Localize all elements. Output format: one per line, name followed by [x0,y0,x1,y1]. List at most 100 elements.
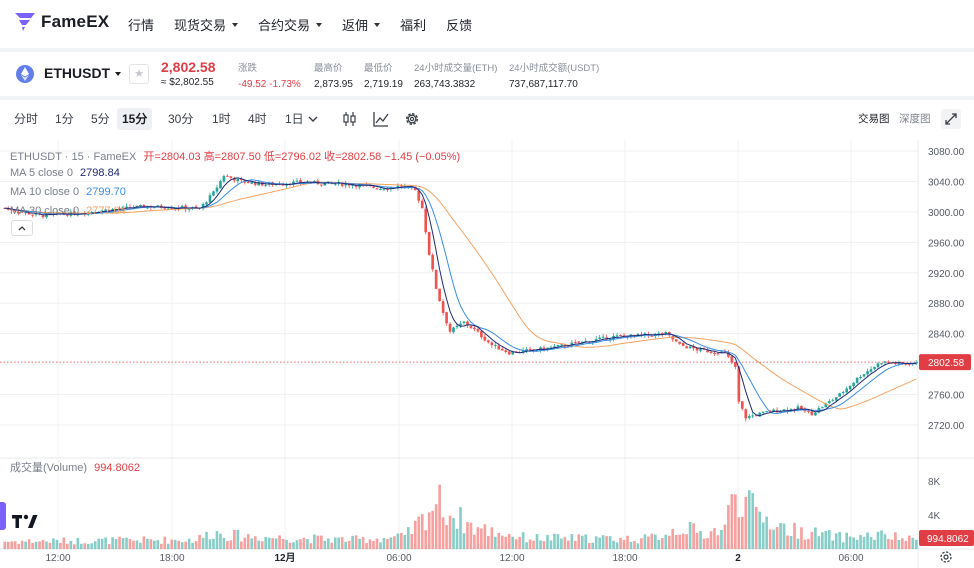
volume-bar [52,538,55,549]
volume-bar [420,514,424,549]
candle-body [636,333,640,336]
legend-ma30[interactable]: MA 30 close 0 2777.04 [10,205,126,217]
volume-bar [685,534,688,549]
volume-bar [570,534,574,549]
candle-body [142,204,146,208]
volume-bar [166,543,170,549]
volume-bar [372,541,375,549]
candle-body [226,175,229,177]
price-tick-label: 2760.00 [928,391,965,402]
volume-bar [587,543,591,549]
nav-item-2[interactable]: 合约交易 [258,15,323,34]
timeframe-2[interactable]: 5分 [91,112,110,126]
timeframe-7[interactable]: 1日 [285,112,304,126]
time-tick-label: 12:00 [499,553,524,564]
volume-bar [904,540,908,549]
volume-bar [93,541,97,549]
timeframe-5[interactable]: 1时 [212,112,231,126]
volume-bar [692,523,695,549]
volume-bar [323,540,327,549]
candle-body [448,323,452,332]
tab-depth-chart[interactable]: 深度图 [899,113,931,125]
timeframe-3[interactable]: 15分 [117,108,153,130]
legend-ma10[interactable]: MA 10 close 0 2799.70 [10,186,126,198]
favorite-star-icon[interactable]: ★ [129,64,149,84]
volume-bar [573,540,577,549]
candle-body [528,348,532,350]
candle-body [194,206,198,208]
ma30-line [4,181,917,410]
indicators-icon[interactable] [372,110,390,128]
volume-bar [706,538,709,549]
volume-bar [316,535,320,549]
volume-bar [156,540,160,549]
nav-item-0[interactable]: 行情 [128,15,154,34]
legend-volume[interactable]: 成交量(Volume) 994.8062 [10,459,140,475]
volume-bar [309,543,313,549]
legend-ma5[interactable]: MA 5 close 0 2798.84 [10,167,120,179]
candle-body [264,184,267,186]
volume-bar [260,541,264,549]
candle-body [577,341,581,343]
volume-bar [62,537,66,549]
gear-icon[interactable] [403,110,421,128]
volume-bar [532,540,535,549]
candle-body [834,397,838,401]
price-tick-label: 3040.00 [928,177,965,188]
volume-bar [400,532,403,549]
candle-body [619,335,622,337]
tradingview-logo-icon[interactable] [11,511,41,533]
volume-bar [379,542,382,549]
candle-body [570,342,574,347]
volume-bar [640,538,643,549]
candle-body [462,321,466,323]
candle-body [702,348,706,350]
symbol-selector[interactable]: ETHUSDT [44,65,122,81]
candle-body [487,340,490,343]
candle-body [413,186,417,190]
volume-bar [180,542,184,549]
candle-body [758,412,762,417]
timeframe-4[interactable]: 30分 [168,112,194,126]
stat-value: -49.52 -1.73% [238,79,301,90]
timeframe-1[interactable]: 1分 [55,112,74,126]
chevron-down-icon[interactable] [307,112,319,126]
fullscreen-button[interactable] [941,109,961,129]
candle-body [796,406,800,410]
side-panel-toggle[interactable] [0,502,6,530]
ma5-line [4,177,917,417]
nav-item-1[interactable]: 现货交易 [174,15,239,34]
candlestick-chart[interactable]: 3080.00 3040.00 3000.00 2960.00 2920.00 2880.… [0,140,974,568]
timeframe-0[interactable]: 分时 [14,112,39,126]
volume-bar [549,540,553,549]
volume-bar [170,539,174,549]
candlestick-type-icon[interactable] [341,110,359,128]
volume-bar [754,506,758,549]
candle-body [824,403,828,408]
chart-toolbar: 分时 1分 5分 15分 30分 1时 4时 1日 交易图 深度图 [0,100,974,138]
candle-body [734,362,737,367]
candle-body [306,182,309,184]
volume-bar [838,531,842,549]
price-chart[interactable]: 3080.00 3040.00 3000.00 2960.00 2920.00 2880.… [0,140,974,568]
volume-bar [622,539,626,549]
volume-bar [647,536,650,549]
time-tick-label: 18:00 [612,553,637,564]
volume-bar [351,535,354,549]
tab-trading-chart[interactable]: 交易图 [858,113,890,125]
candle-body [246,181,250,184]
volume-bar [469,522,473,549]
candle-body [340,182,344,186]
candle-body [476,329,480,332]
volume-bar [452,517,455,549]
nav-item-4[interactable]: 福利 [400,15,426,34]
nav-item-3[interactable]: 返佣 [342,15,381,34]
nav-item-5[interactable]: 反馈 [446,15,472,34]
timeframe-6[interactable]: 4时 [248,112,267,126]
legend-collapse-button[interactable] [11,220,33,236]
chart-settings-gear-icon[interactable] [938,549,954,565]
volume-bar [114,539,118,549]
candle-body [333,183,337,185]
candle-body [681,343,685,346]
brand-logo[interactable]: FameEX [14,12,109,32]
